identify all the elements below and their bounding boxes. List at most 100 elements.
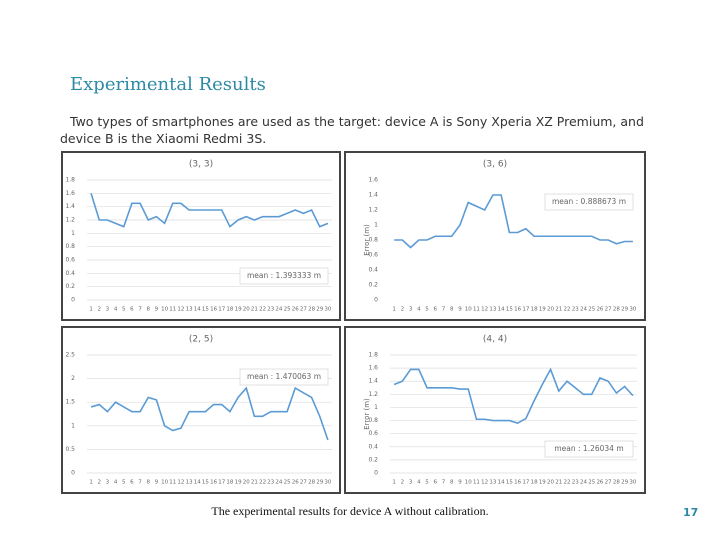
- x-tick-label: 26: [596, 307, 603, 313]
- x-tick-label: 26: [292, 480, 299, 486]
- x-tick-label: 17: [218, 307, 225, 313]
- x-tick-label: 25: [284, 480, 291, 486]
- chart-frame: [61, 326, 341, 494]
- x-tick-label: 16: [514, 307, 521, 313]
- x-tick-label: 29: [316, 307, 323, 313]
- x-tick-label: 1: [392, 480, 396, 486]
- x-tick-label: 30: [324, 307, 331, 313]
- y-tick-label: 1: [71, 422, 75, 429]
- y-tick-label: 0.2: [368, 456, 378, 463]
- x-tick-label: 12: [481, 480, 488, 486]
- y-axis-label: Error (m): [363, 224, 371, 256]
- x-tick-label: 6: [130, 480, 134, 486]
- x-tick-label: 2: [401, 307, 405, 313]
- x-tick-label: 17: [218, 480, 225, 486]
- x-tick-label: 14: [498, 307, 505, 313]
- chart-title: (4, 4): [483, 335, 507, 345]
- annotation-box: [239, 267, 329, 285]
- y-axis-label: Error (m): [363, 398, 371, 430]
- x-tick-label: 18: [226, 307, 233, 313]
- y-tick-label: 1.4: [65, 203, 75, 210]
- x-tick-label: 24: [275, 480, 282, 486]
- data-line: [90, 193, 329, 228]
- x-tick-label: 9: [458, 307, 462, 313]
- y-tick-label: 1.6: [65, 190, 75, 197]
- x-tick-label: 18: [226, 480, 233, 486]
- y-tick-label: 1: [374, 404, 378, 411]
- x-tick-label: 27: [605, 480, 612, 486]
- x-tick-label: 19: [235, 480, 242, 486]
- chart-title: (2, 5): [189, 335, 213, 345]
- y-tick-label: 0.2: [368, 282, 378, 289]
- x-tick-label: 16: [210, 480, 217, 486]
- x-tick-label: 4: [114, 307, 118, 313]
- x-tick-label: 11: [169, 307, 176, 313]
- x-tick-label: 7: [442, 480, 446, 486]
- x-tick-label: 14: [194, 480, 201, 486]
- x-tick-label: 29: [621, 307, 628, 313]
- y-tick-label: 0.6: [368, 430, 378, 437]
- x-tick-label: 25: [284, 307, 291, 313]
- x-tick-label: 15: [202, 307, 209, 313]
- x-tick-label: 15: [506, 480, 513, 486]
- x-tick-label: 6: [130, 307, 134, 313]
- y-tick-label: 0.4: [368, 443, 378, 450]
- x-tick-label: 30: [324, 480, 331, 486]
- y-tick-label: 0.8: [368, 417, 378, 424]
- x-tick-label: 22: [259, 480, 266, 486]
- x-tick-label: 23: [572, 480, 579, 486]
- x-tick-label: 28: [613, 480, 620, 486]
- x-tick-label: 12: [177, 480, 184, 486]
- annotation-box: [239, 368, 329, 386]
- data-line: [394, 194, 633, 249]
- x-tick-label: 16: [514, 480, 521, 486]
- x-tick-label: 30: [629, 307, 636, 313]
- annotation: mean : 0.888673 m: [552, 197, 626, 206]
- x-tick-label: 26: [292, 307, 299, 313]
- annotation: mean : 1.470063 m: [247, 372, 321, 381]
- y-tick-label: 1.4: [368, 192, 378, 199]
- x-tick-label: 10: [161, 307, 168, 313]
- x-tick-label: 6: [434, 480, 438, 486]
- x-tick-label: 4: [417, 480, 421, 486]
- x-tick-label: 20: [547, 480, 554, 486]
- y-tick-label: 0.8: [368, 237, 378, 244]
- y-tick-label: 1.6: [368, 365, 378, 372]
- annotation: mean : 1.26034 m: [554, 444, 623, 453]
- annotation: mean : 1.393333 m: [247, 271, 321, 280]
- x-tick-label: 1: [89, 307, 93, 313]
- y-tick-label: 1.2: [368, 391, 378, 398]
- y-tick-label: 1.2: [368, 207, 378, 214]
- y-tick-label: 0.2: [65, 283, 75, 290]
- x-tick-label: 2: [98, 307, 102, 313]
- x-tick-label: 27: [605, 307, 612, 313]
- x-tick-label: 11: [473, 307, 480, 313]
- x-tick-label: 9: [155, 480, 159, 486]
- x-tick-label: 7: [138, 480, 142, 486]
- x-tick-label: 16: [210, 307, 217, 313]
- x-tick-label: 20: [243, 480, 250, 486]
- x-tick-label: 3: [106, 307, 110, 313]
- slide-title: Experimental Results: [70, 74, 266, 95]
- x-tick-label: 14: [194, 307, 201, 313]
- y-tick-label: 0.4: [65, 270, 75, 277]
- y-tick-label: 0: [71, 297, 75, 304]
- x-tick-label: 26: [596, 480, 603, 486]
- x-tick-label: 10: [161, 480, 168, 486]
- x-tick-label: 23: [572, 307, 579, 313]
- x-tick-label: 6: [434, 307, 438, 313]
- chart-frame: [344, 326, 646, 494]
- x-tick-label: 9: [155, 307, 159, 313]
- x-tick-label: 9: [458, 480, 462, 486]
- x-tick-label: 27: [300, 480, 307, 486]
- x-tick-label: 11: [473, 480, 480, 486]
- x-tick-label: 24: [275, 307, 282, 313]
- y-tick-label: 2: [71, 375, 75, 382]
- x-tick-label: 18: [531, 480, 538, 486]
- x-tick-label: 23: [267, 307, 274, 313]
- y-tick-label: 0: [71, 470, 75, 477]
- x-tick-label: 20: [547, 307, 554, 313]
- y-tick-label: 1.4: [368, 378, 378, 385]
